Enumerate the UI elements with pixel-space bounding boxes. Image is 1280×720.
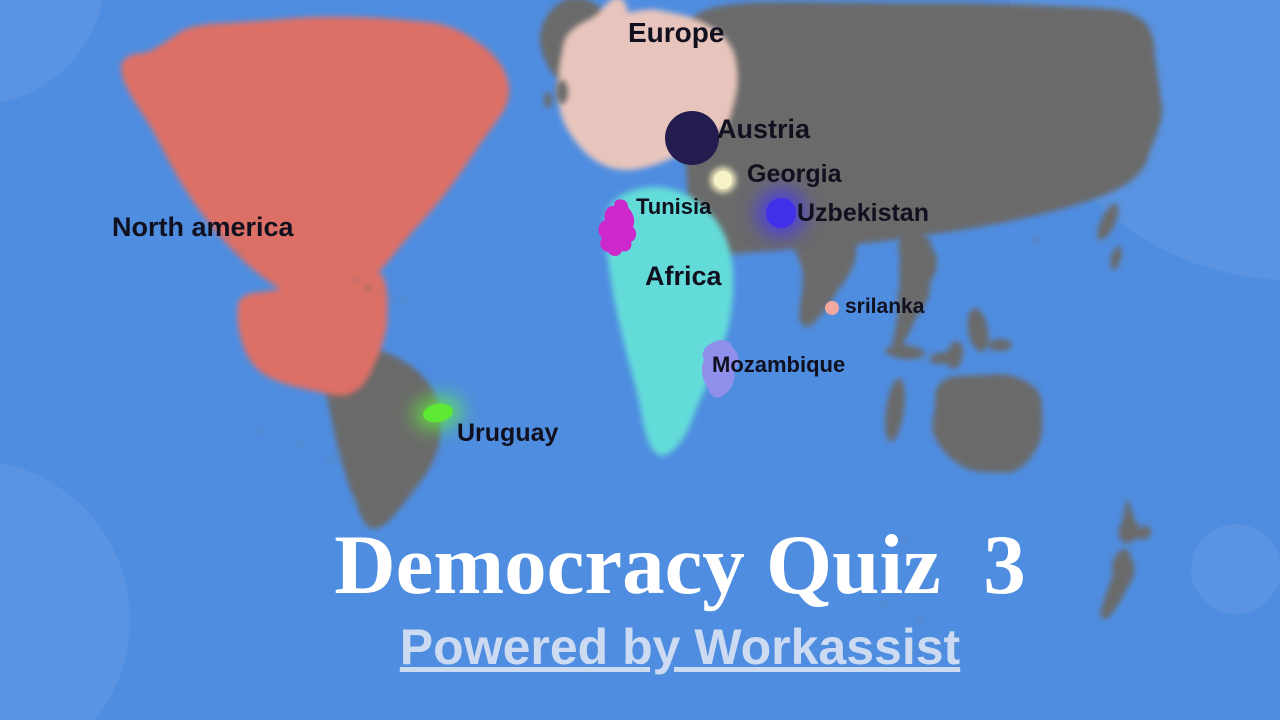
svg-text:Africa: Africa <box>645 261 723 291</box>
svg-text:Europe: Europe <box>628 17 724 48</box>
svg-text:Tunisia: Tunisia <box>636 194 712 219</box>
svg-text:North america: North america <box>112 212 295 242</box>
svg-text:Mozambique: Mozambique <box>712 352 845 377</box>
svg-text:Austria: Austria <box>717 114 811 144</box>
svg-text:Uruguay: Uruguay <box>457 419 559 447</box>
svg-text:Uzbekistan: Uzbekistan <box>797 199 929 227</box>
svg-text:srilanka: srilanka <box>845 295 925 318</box>
svg-text:Georgia: Georgia <box>747 160 843 188</box>
